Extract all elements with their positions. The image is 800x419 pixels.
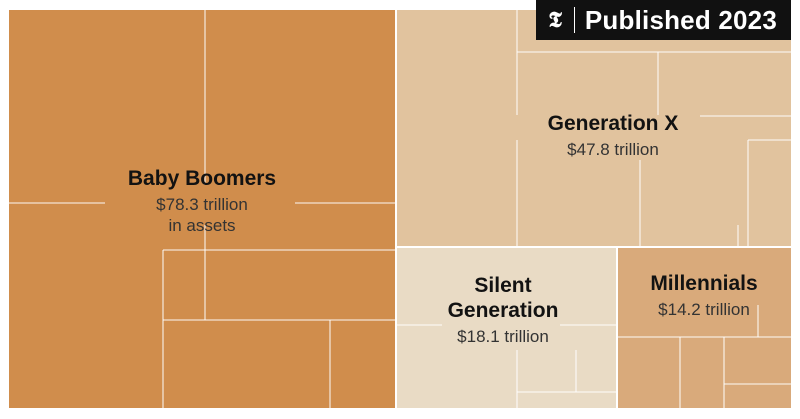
category-name: Silent — [474, 274, 531, 297]
label-millennials: Millennials $14.2 trillion — [650, 272, 757, 319]
value-label: $14.2 trillion — [658, 300, 750, 319]
treemap-cell-millennials — [618, 248, 791, 408]
value-label: $78.3 trillion — [156, 195, 248, 214]
value-label: $18.1 trillion — [457, 327, 549, 346]
value-label: $47.8 trillion — [567, 140, 659, 159]
published-label: Published 2023 — [584, 4, 777, 35]
badge-divider — [573, 7, 575, 33]
treemap-cell-silent-generation — [397, 248, 616, 408]
category-name: Generation — [448, 299, 559, 322]
category-name: Baby Boomers — [128, 167, 276, 190]
published-badge: 𝕿 Published 2023 — [536, 0, 791, 40]
nyt-logo-icon: 𝕿 — [548, 7, 562, 33]
treemap-cell-generation-x — [397, 10, 791, 246]
category-name: Millennials — [650, 272, 757, 295]
value-label: in assets — [168, 216, 235, 235]
label-generation-x: Generation X $47.8 trillion — [548, 112, 679, 159]
treemap-cell-baby-boomers — [9, 10, 395, 408]
label-baby-boomers: Baby Boomers $78.3 trillion in assets — [128, 167, 276, 235]
label-silent-generation: Silent Generation $18.1 trillion — [448, 274, 559, 346]
category-name: Generation X — [548, 112, 679, 135]
